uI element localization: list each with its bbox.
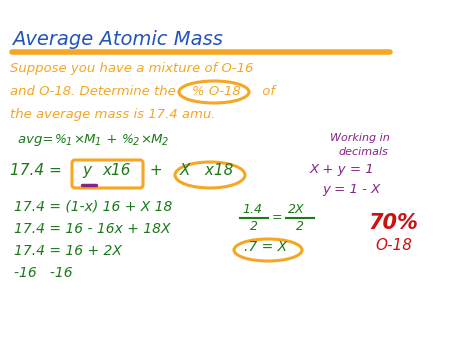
Text: Average Atomic Mass: Average Atomic Mass (12, 30, 223, 49)
Text: X + y = 1: X + y = 1 (310, 163, 374, 176)
Text: 2: 2 (162, 137, 168, 147)
Text: 1: 1 (95, 137, 101, 147)
Text: Suppose you have a mixture of O-16: Suppose you have a mixture of O-16 (10, 62, 254, 75)
Text: 17.4 =: 17.4 = (10, 163, 67, 178)
Text: O-18: O-18 (375, 238, 412, 253)
Text: of: of (258, 85, 275, 98)
Text: 17.4 = 16 - 16x + 18X: 17.4 = 16 - 16x + 18X (14, 222, 171, 236)
Text: 2X: 2X (288, 203, 305, 216)
Text: 1: 1 (66, 137, 72, 147)
Text: +: + (145, 163, 167, 178)
Text: .7 = X: .7 = X (244, 240, 287, 254)
Text: 17.4 = (1-x) 16 + X 18: 17.4 = (1-x) 16 + X 18 (14, 200, 173, 214)
Text: 2: 2 (133, 137, 139, 147)
Text: x18: x18 (200, 163, 233, 178)
Text: the average mass is 17.4 amu.: the average mass is 17.4 amu. (10, 108, 216, 121)
Text: 2: 2 (250, 220, 258, 233)
Text: avg=: avg= (18, 133, 58, 146)
Text: -16   -16: -16 -16 (14, 266, 73, 280)
Text: %: % (55, 133, 67, 146)
Text: 17.4 = 16 + 2X: 17.4 = 16 + 2X (14, 244, 122, 258)
Text: y = 1 - X: y = 1 - X (322, 183, 380, 196)
Text: X: X (180, 163, 191, 178)
Text: +: + (102, 133, 122, 146)
Text: ×M: ×M (73, 133, 95, 146)
Text: Working in: Working in (330, 133, 390, 143)
Text: =: = (272, 211, 283, 224)
Text: %: % (122, 133, 134, 146)
Text: x16: x16 (102, 163, 130, 178)
Text: ×M: ×M (140, 133, 163, 146)
Text: 2: 2 (296, 220, 304, 233)
Text: % O-18: % O-18 (192, 85, 241, 98)
Text: decimals: decimals (338, 147, 388, 157)
Text: y: y (82, 163, 91, 178)
Text: 1.4: 1.4 (242, 203, 262, 216)
Text: 70%: 70% (368, 213, 418, 233)
Text: and O-18. Determine the: and O-18. Determine the (10, 85, 176, 98)
